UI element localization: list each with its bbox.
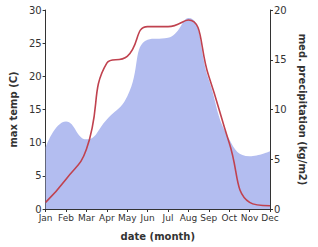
svg-text:15: 15 [274, 54, 287, 65]
svg-text:Sep: Sep [200, 213, 217, 223]
svg-text:0: 0 [274, 203, 281, 215]
svg-text:date (month): date (month) [121, 231, 195, 242]
svg-text:30: 30 [29, 5, 42, 16]
svg-text:May: May [118, 213, 137, 223]
svg-text:20: 20 [29, 71, 42, 82]
svg-text:Apr: Apr [99, 213, 115, 223]
svg-text:20: 20 [274, 5, 287, 16]
svg-text:med. precipitation (kg/m2): med. precipitation (kg/m2) [297, 34, 308, 186]
svg-text:Nov: Nov [241, 213, 259, 223]
svg-text:Oct: Oct [221, 213, 237, 223]
svg-text:10: 10 [29, 137, 42, 148]
svg-text:5: 5 [274, 154, 280, 165]
svg-text:10: 10 [274, 104, 287, 115]
svg-text:max temp (C): max temp (C) [8, 71, 19, 147]
svg-text:Jan: Jan [38, 213, 53, 223]
svg-text:0: 0 [35, 203, 42, 215]
svg-text:Mar: Mar [78, 213, 95, 223]
svg-text:Dec: Dec [261, 213, 278, 223]
svg-text:Aug: Aug [180, 213, 198, 223]
svg-text:5: 5 [35, 170, 41, 181]
svg-text:Jun: Jun [140, 213, 155, 223]
svg-text:15: 15 [29, 104, 42, 115]
svg-text:Feb: Feb [58, 213, 74, 223]
svg-text:Jul: Jul [162, 213, 174, 223]
svg-text:25: 25 [29, 38, 42, 49]
